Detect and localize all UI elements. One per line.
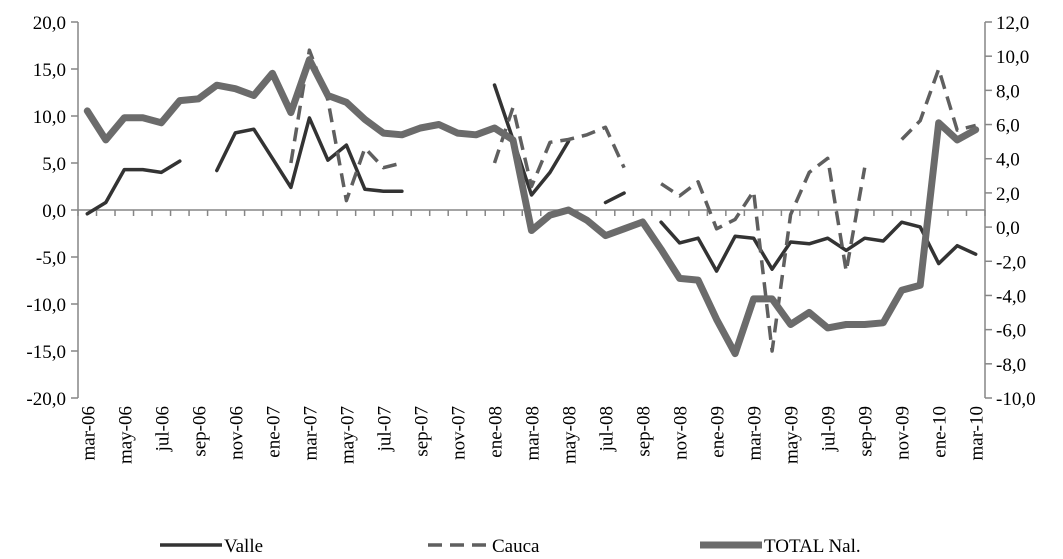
y2-tick-label: 2,0 — [996, 184, 1020, 205]
y2-tick-label: -4,0 — [996, 286, 1026, 307]
legend-label: Valle — [224, 536, 263, 557]
x-tick-label: jul-07 — [374, 406, 395, 452]
x-tick-label: jul-09 — [819, 406, 840, 452]
x-tick-label: ene-08 — [485, 406, 506, 458]
x-tick-label: mar-09 — [745, 406, 766, 461]
y2-tick-label: -6,0 — [996, 321, 1026, 342]
legend-item: Cauca — [428, 536, 540, 557]
x-tick-label: nov-08 — [671, 406, 692, 460]
y2-tick-label: 12,0 — [996, 13, 1029, 34]
x-tick-label: nov-06 — [226, 406, 247, 460]
y2-tick-label: 6,0 — [996, 116, 1020, 137]
x-tick-label: sep-08 — [634, 406, 655, 457]
series-line — [289, 48, 977, 353]
y-tick-label: 10,0 — [33, 107, 66, 128]
legend-label: Cauca — [492, 536, 540, 557]
x-tick-label: sep-07 — [411, 406, 432, 457]
legend-item: TOTAL Nal. — [700, 536, 861, 557]
x-tick-label: sep-06 — [189, 406, 210, 457]
y2-tick-label: 8,0 — [996, 81, 1020, 102]
x-tick-label: nov-07 — [448, 406, 469, 460]
x-tick-label: ene-10 — [930, 406, 951, 458]
x-tick-label: may-08 — [560, 406, 581, 464]
x-tick-label: may-06 — [115, 406, 136, 464]
x-tick-label: jul-06 — [152, 406, 173, 452]
y-tick-label: -5,0 — [36, 248, 66, 269]
y2-tick-label: -8,0 — [996, 355, 1026, 376]
x-tick-label: sep-09 — [856, 406, 877, 457]
series-line — [85, 83, 978, 273]
x-tick-label: mar-10 — [967, 406, 988, 461]
x-tick-label: nov-09 — [893, 406, 914, 460]
series-line — [83, 56, 980, 358]
y-tick-label: 5,0 — [42, 154, 66, 175]
y2-tick-label: 4,0 — [996, 150, 1020, 171]
x-tick-label: mar-07 — [300, 406, 321, 461]
y2-tick-label: -10,0 — [996, 389, 1036, 410]
x-tick-label: jul-08 — [597, 406, 618, 452]
y-tick-label: -10,0 — [26, 295, 66, 316]
x-tick-label: mar-06 — [78, 406, 99, 461]
y-tick-label: 20,0 — [33, 13, 66, 34]
x-tick-label: may-09 — [782, 406, 803, 464]
legend-label: TOTAL Nal. — [764, 536, 861, 557]
y2-tick-label: 0,0 — [996, 218, 1020, 239]
x-tick-label: ene-07 — [263, 406, 284, 458]
x-tick-label: may-07 — [337, 406, 358, 464]
y-tick-label: 15,0 — [33, 60, 66, 81]
legend-item: Valle — [160, 536, 263, 557]
y-tick-label: 0,0 — [42, 201, 66, 222]
x-tick-label: mar-08 — [523, 406, 544, 461]
y-tick-label: -15,0 — [26, 342, 66, 363]
y2-tick-label: 10,0 — [996, 47, 1029, 68]
x-tick-label: ene-09 — [708, 406, 729, 458]
y2-tick-label: -2,0 — [996, 252, 1026, 273]
y-tick-label: -20,0 — [26, 389, 66, 410]
